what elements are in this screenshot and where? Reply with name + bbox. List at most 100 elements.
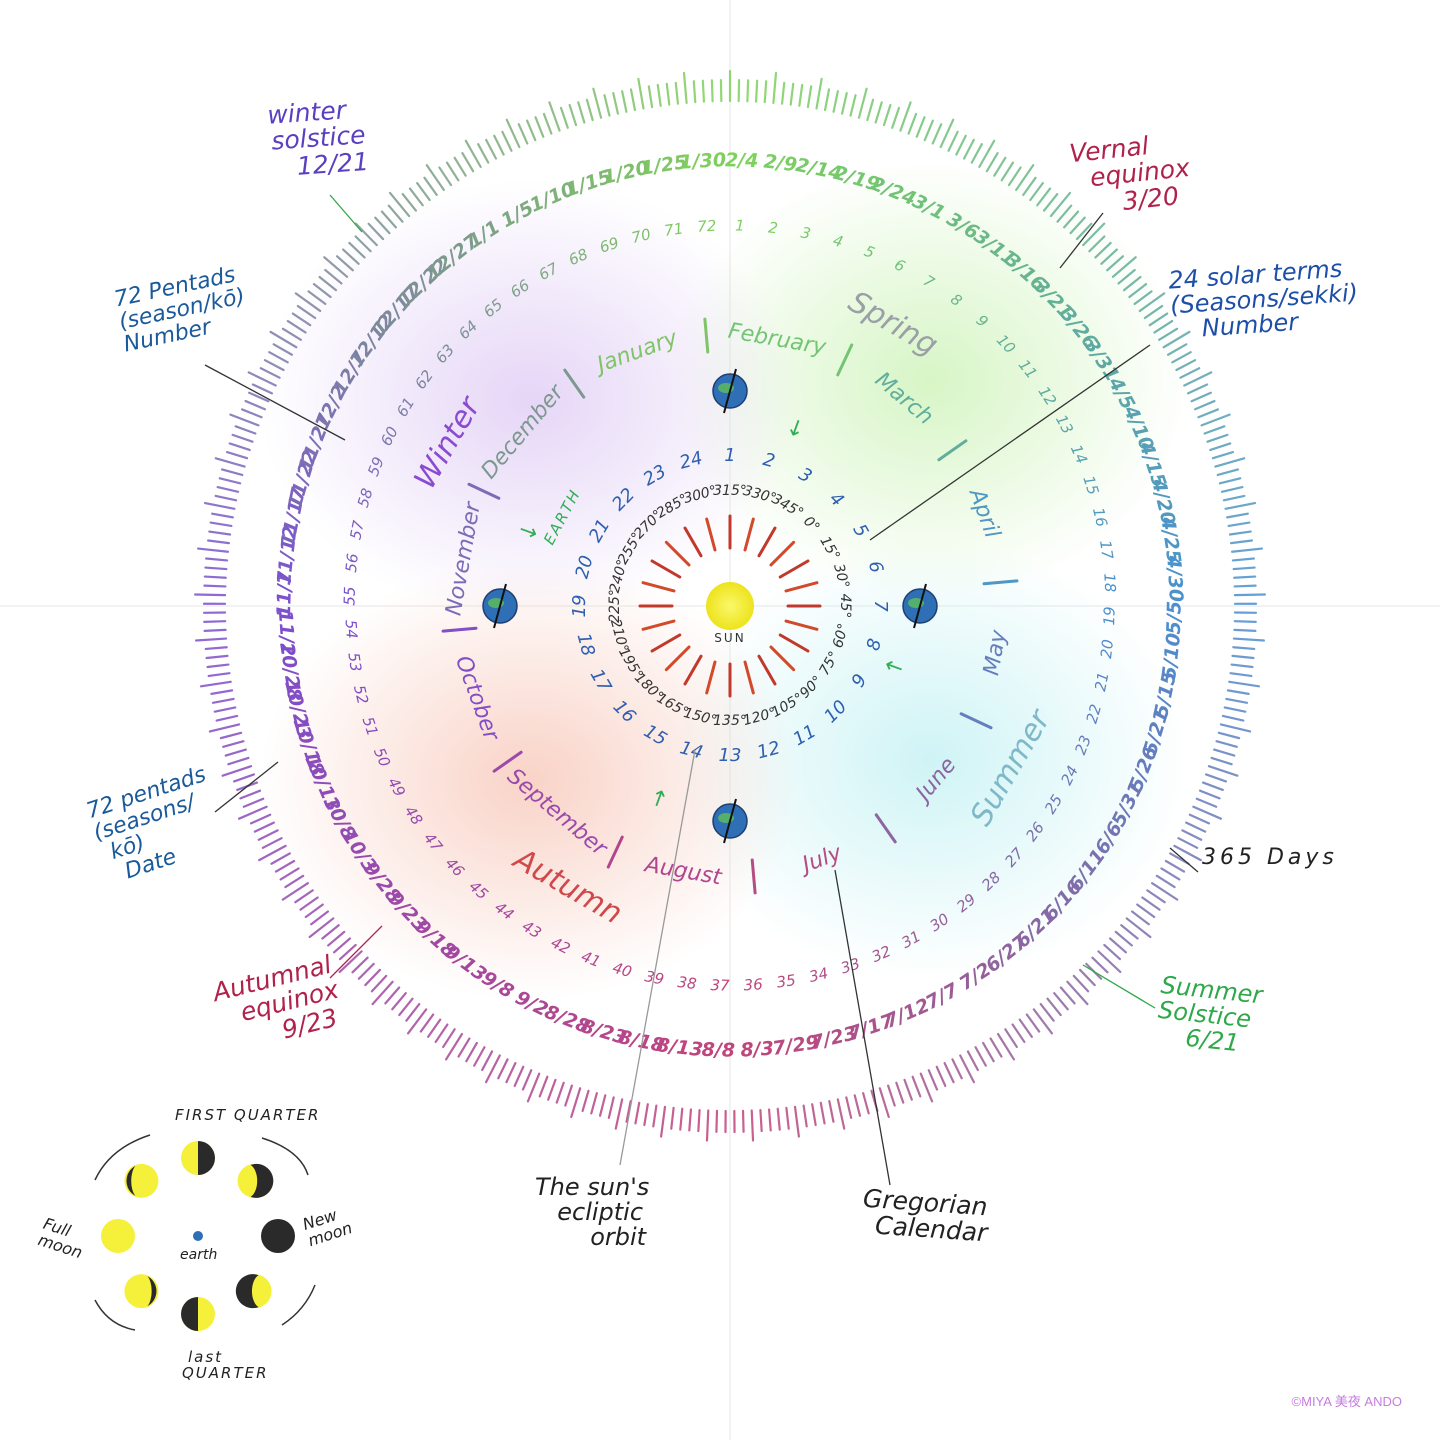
day-tick	[204, 646, 228, 651]
day-tick	[1106, 255, 1125, 272]
day-tick	[789, 82, 795, 106]
day-tick	[1179, 367, 1201, 379]
month-divider	[982, 579, 1019, 586]
day-tick	[1222, 494, 1246, 502]
sun-ray	[778, 559, 810, 579]
day-tick	[547, 1078, 557, 1101]
day-tick	[407, 1008, 428, 1035]
day-tick	[408, 187, 424, 207]
day-tick	[754, 79, 759, 103]
month-divider	[750, 858, 757, 895]
day-tick	[993, 156, 1007, 177]
day-tick	[299, 896, 319, 911]
day-tick	[261, 837, 283, 849]
day-tick	[1103, 943, 1121, 961]
day-tick	[517, 123, 529, 145]
day-tick	[364, 968, 381, 987]
day-tick	[1200, 413, 1231, 427]
day-tick	[750, 1109, 755, 1142]
ecliptic-degree: 315°	[713, 483, 747, 499]
day-tick	[205, 557, 229, 562]
day-tick	[895, 1081, 905, 1104]
day-tick	[304, 903, 324, 919]
day-tick	[1036, 187, 1052, 207]
day-tick	[335, 255, 354, 272]
sun-ray	[784, 581, 819, 593]
day-tick	[501, 130, 513, 152]
day-tick	[1069, 216, 1086, 235]
solar-terms-leader	[869, 344, 1151, 541]
earth-axis	[723, 368, 737, 414]
day-tick	[1171, 351, 1192, 364]
day-tick	[891, 106, 901, 129]
day-tick	[425, 164, 445, 192]
day-tick	[1018, 1018, 1033, 1038]
solar-term-number: 13	[719, 745, 742, 766]
day-tick	[323, 256, 349, 278]
day-tick	[214, 457, 246, 468]
summer-solstice-label: Summer Solstice 6/21	[1156, 970, 1264, 1058]
day-tick	[253, 821, 275, 833]
day-tick	[982, 1041, 995, 1063]
pentad-number: 54	[342, 619, 361, 639]
day-tick	[1229, 672, 1253, 678]
pentad-number: 19	[1100, 606, 1118, 626]
day-tick	[388, 191, 411, 218]
day-tick	[887, 1084, 896, 1107]
day-tick	[249, 813, 272, 825]
day-tick	[1233, 593, 1266, 597]
day-tick	[321, 924, 340, 940]
day-tick	[1063, 210, 1080, 229]
day-tick	[505, 118, 521, 149]
day-tick	[866, 98, 875, 122]
day-tick	[840, 92, 848, 115]
sun-ray	[769, 540, 796, 567]
day-tick	[221, 765, 253, 777]
day-tick	[1197, 408, 1219, 419]
day-tick	[919, 1072, 934, 1103]
day-tick	[1153, 320, 1174, 334]
day-tick	[1025, 1013, 1041, 1033]
waxing-gibbous-left-moon-icon-shadow	[126, 1165, 136, 1196]
pentad-number: 20	[1097, 638, 1117, 659]
pentad-date: 7/29	[771, 1031, 820, 1060]
day-tick	[318, 275, 338, 292]
day-tick	[1186, 383, 1209, 395]
month-divider	[836, 343, 854, 377]
day-tick	[1233, 575, 1257, 579]
day-tick	[542, 112, 553, 135]
day-tick	[660, 1105, 667, 1138]
day-tick	[857, 87, 868, 119]
pentad-number: 36	[743, 975, 763, 994]
day-tick	[342, 248, 360, 265]
day-tick	[1133, 290, 1153, 306]
day-tick	[332, 937, 352, 954]
day-tick	[1173, 844, 1202, 862]
pentad-number: 55	[340, 586, 358, 606]
pentad-number: 70	[630, 225, 653, 247]
month-divider	[563, 368, 586, 399]
day-tick	[324, 268, 343, 285]
day-tick	[555, 1081, 565, 1104]
pentad-number: 18	[1100, 573, 1119, 593]
sun-ray	[650, 633, 682, 653]
day-tick	[1049, 191, 1072, 218]
pentad-number: 17	[1096, 539, 1117, 561]
last-quarter-label: last QUARTER	[182, 1348, 269, 1382]
pentad-number: 58	[354, 486, 377, 509]
day-tick	[445, 161, 460, 182]
day-tick	[1232, 646, 1256, 651]
day-tick	[1230, 663, 1254, 669]
pentad-number: 37	[710, 976, 730, 995]
day-tick	[1233, 628, 1257, 632]
day-tick	[279, 867, 300, 881]
day-tick	[387, 204, 404, 223]
sun-ray	[743, 660, 755, 695]
day-tick	[1066, 980, 1089, 1006]
day-tick	[832, 90, 839, 113]
day-tick	[647, 85, 654, 109]
gregorian-calendar-label: Gregorian Calendar	[862, 1183, 989, 1248]
sun-ray	[757, 526, 777, 558]
day-tick	[907, 112, 918, 135]
day-tick	[828, 1100, 835, 1123]
